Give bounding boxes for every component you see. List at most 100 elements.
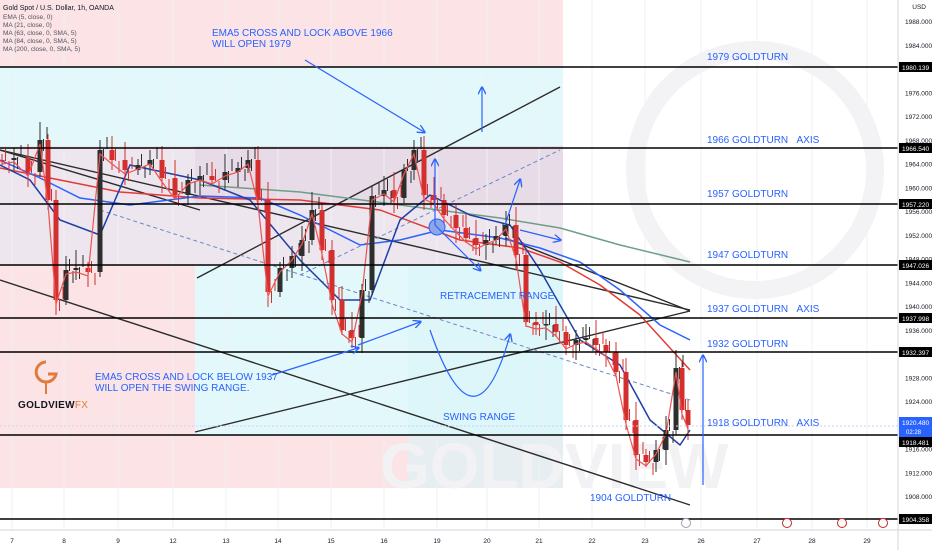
- candle-body-27: [309, 210, 315, 240]
- candle-body-39: [431, 195, 437, 200]
- x-tick-label-6: 15: [327, 538, 335, 545]
- candle-body-47: [513, 225, 519, 255]
- x-tick-label-13: 26: [697, 538, 705, 545]
- price-countdown: 02:28: [906, 430, 922, 436]
- candle-body-48: [523, 255, 529, 322]
- indicator-ma84[interactable]: MA (84, close, 0, SMA, 5): [3, 38, 77, 45]
- candle-body-26: [299, 240, 305, 256]
- level-tag-bg-3: [899, 260, 932, 270]
- y-tick-label-20: 1908.000: [905, 494, 932, 501]
- bottom-goldturn-label: 1904 GOLDTURN: [590, 493, 672, 504]
- arrow-right-retrace: [519, 229, 560, 240]
- event-flag-icon-1: [782, 518, 792, 528]
- level-tag-3: 1947.026: [902, 263, 929, 270]
- zone-upper-cyan: [0, 66, 563, 146]
- level-tag-5: 1932.397: [902, 350, 929, 357]
- level-tag-4: 1937.998: [902, 316, 929, 323]
- x-tick-label-5: 14: [274, 538, 282, 545]
- level-label-1937: 1937 GOLDTURN AXIS: [707, 304, 820, 315]
- level-tag-2: 1957.220: [902, 202, 929, 209]
- candle-body-34: [381, 190, 387, 196]
- candle-body-63: [673, 368, 679, 430]
- candle-body-2: [25, 158, 31, 172]
- x-tick-label-4: 13: [222, 538, 230, 545]
- zone-top-pink: [0, 0, 563, 66]
- candle-body-44: [483, 240, 489, 245]
- channel-midline-lower: [99, 209, 691, 401]
- level-tag-bg-4: [899, 313, 932, 323]
- level-tag-0: 1980.139: [902, 65, 929, 72]
- level-label-1918: 1918 GOLDTURN AXIS: [707, 418, 820, 429]
- candle-body-52: [563, 332, 569, 345]
- y-tick-label-7: 1960.000: [905, 185, 932, 192]
- candle-body-36: [401, 170, 407, 198]
- candle-body-11: [122, 160, 128, 170]
- candle-body-65: [685, 410, 691, 425]
- current-price-tag: 1920.480: [902, 420, 929, 427]
- indicator-ema5[interactable]: EMA (5, close, 0): [3, 14, 53, 21]
- level-tag-bg-7: [899, 514, 932, 524]
- candle-body-7: [73, 268, 79, 270]
- x-tick-label-12: 23: [641, 538, 649, 545]
- y-tick-label-13: 1936.000: [905, 328, 932, 335]
- arrow-up-cross-2: [504, 180, 520, 226]
- candle-body-28: [319, 210, 325, 250]
- candle-body-51: [553, 324, 559, 332]
- candle-body-17: [197, 176, 203, 180]
- level-tag-bg-5: [899, 347, 932, 357]
- x-tick-label-10: 21: [535, 538, 543, 545]
- price-axis[interactable]: 1988.0001984.0001980.0001976.0001972.000…: [897, 0, 932, 550]
- candle-body-45: [493, 236, 499, 240]
- event-flag-icon-3: [878, 518, 888, 528]
- level-tag-6: 1918.481: [902, 440, 929, 447]
- level-tag-bg-2: [899, 199, 932, 209]
- watermark-ring: [626, 41, 884, 299]
- candle-body-54: [583, 338, 589, 340]
- channel-midline-upper: [299, 149, 561, 276]
- candle-body-29: [329, 250, 335, 300]
- level-tag-7: 1904.358: [902, 517, 929, 524]
- indicator-ma63[interactable]: MA (63, close, 0, SMA, 5): [3, 30, 77, 37]
- candle-body-1: [11, 158, 17, 160]
- candle-body-55: [593, 338, 599, 345]
- y-tick-label-19: 1912.000: [905, 470, 932, 477]
- candle-body-59: [633, 420, 639, 455]
- watermark-text: GOLDVIEW: [380, 430, 729, 502]
- swing-range-label: SWING RANGE: [443, 412, 516, 423]
- x-tick-label-9: 20: [483, 538, 491, 545]
- candle-body-20: [235, 168, 241, 172]
- x-tick-label-3: 12: [169, 538, 177, 545]
- level-label-1932: 1932 GOLDTURN: [707, 339, 789, 350]
- candle-body-41: [453, 215, 459, 228]
- candle-body-35: [391, 190, 397, 198]
- y-tick-label-9: 1952.000: [905, 233, 932, 240]
- candle-body-4: [45, 140, 51, 200]
- event-flag-icon-0: [681, 518, 691, 528]
- x-tick-label-15: 28: [808, 538, 816, 545]
- goldturn-levels: [0, 66, 898, 520]
- candle-body-10: [109, 150, 115, 160]
- y-tick-label-15: 1928.000: [905, 375, 932, 382]
- annotation-arrows: [271, 59, 703, 485]
- y-tick-label-6: 1964.000: [905, 162, 932, 169]
- time-axis[interactable]: 7 8 9 12 13 14 15 16 19 20 21 22 23 26 27 28 29: [0, 518, 932, 546]
- x-tick-label-2: 9: [116, 538, 120, 545]
- level-tag-1: 1966.540: [902, 146, 929, 153]
- current-price-tag-bg: [899, 417, 932, 437]
- candle-body-33: [369, 196, 375, 290]
- candle-body-5: [53, 200, 59, 300]
- arrow-to-cross-below: [271, 348, 358, 376]
- candle-body-9: [97, 150, 103, 272]
- indicator-ma200[interactable]: MA (200, close, 0, SMA, 5): [3, 46, 81, 53]
- channel-line-2: [194, 310, 691, 433]
- candle-body-58: [623, 372, 629, 420]
- y-tick-label-3: 1976.000: [905, 90, 932, 97]
- candle-body-53: [573, 340, 579, 345]
- zone-swing-cyan: [408, 264, 563, 488]
- indicator-ma21[interactable]: MA (21, close, 0): [3, 22, 52, 29]
- candle-body-42: [463, 228, 469, 238]
- y-tick-label-0: 1988.000: [905, 19, 932, 26]
- arrow-swing-curve: [429, 329, 510, 397]
- y-tick-label-4: 1972.000: [905, 114, 932, 121]
